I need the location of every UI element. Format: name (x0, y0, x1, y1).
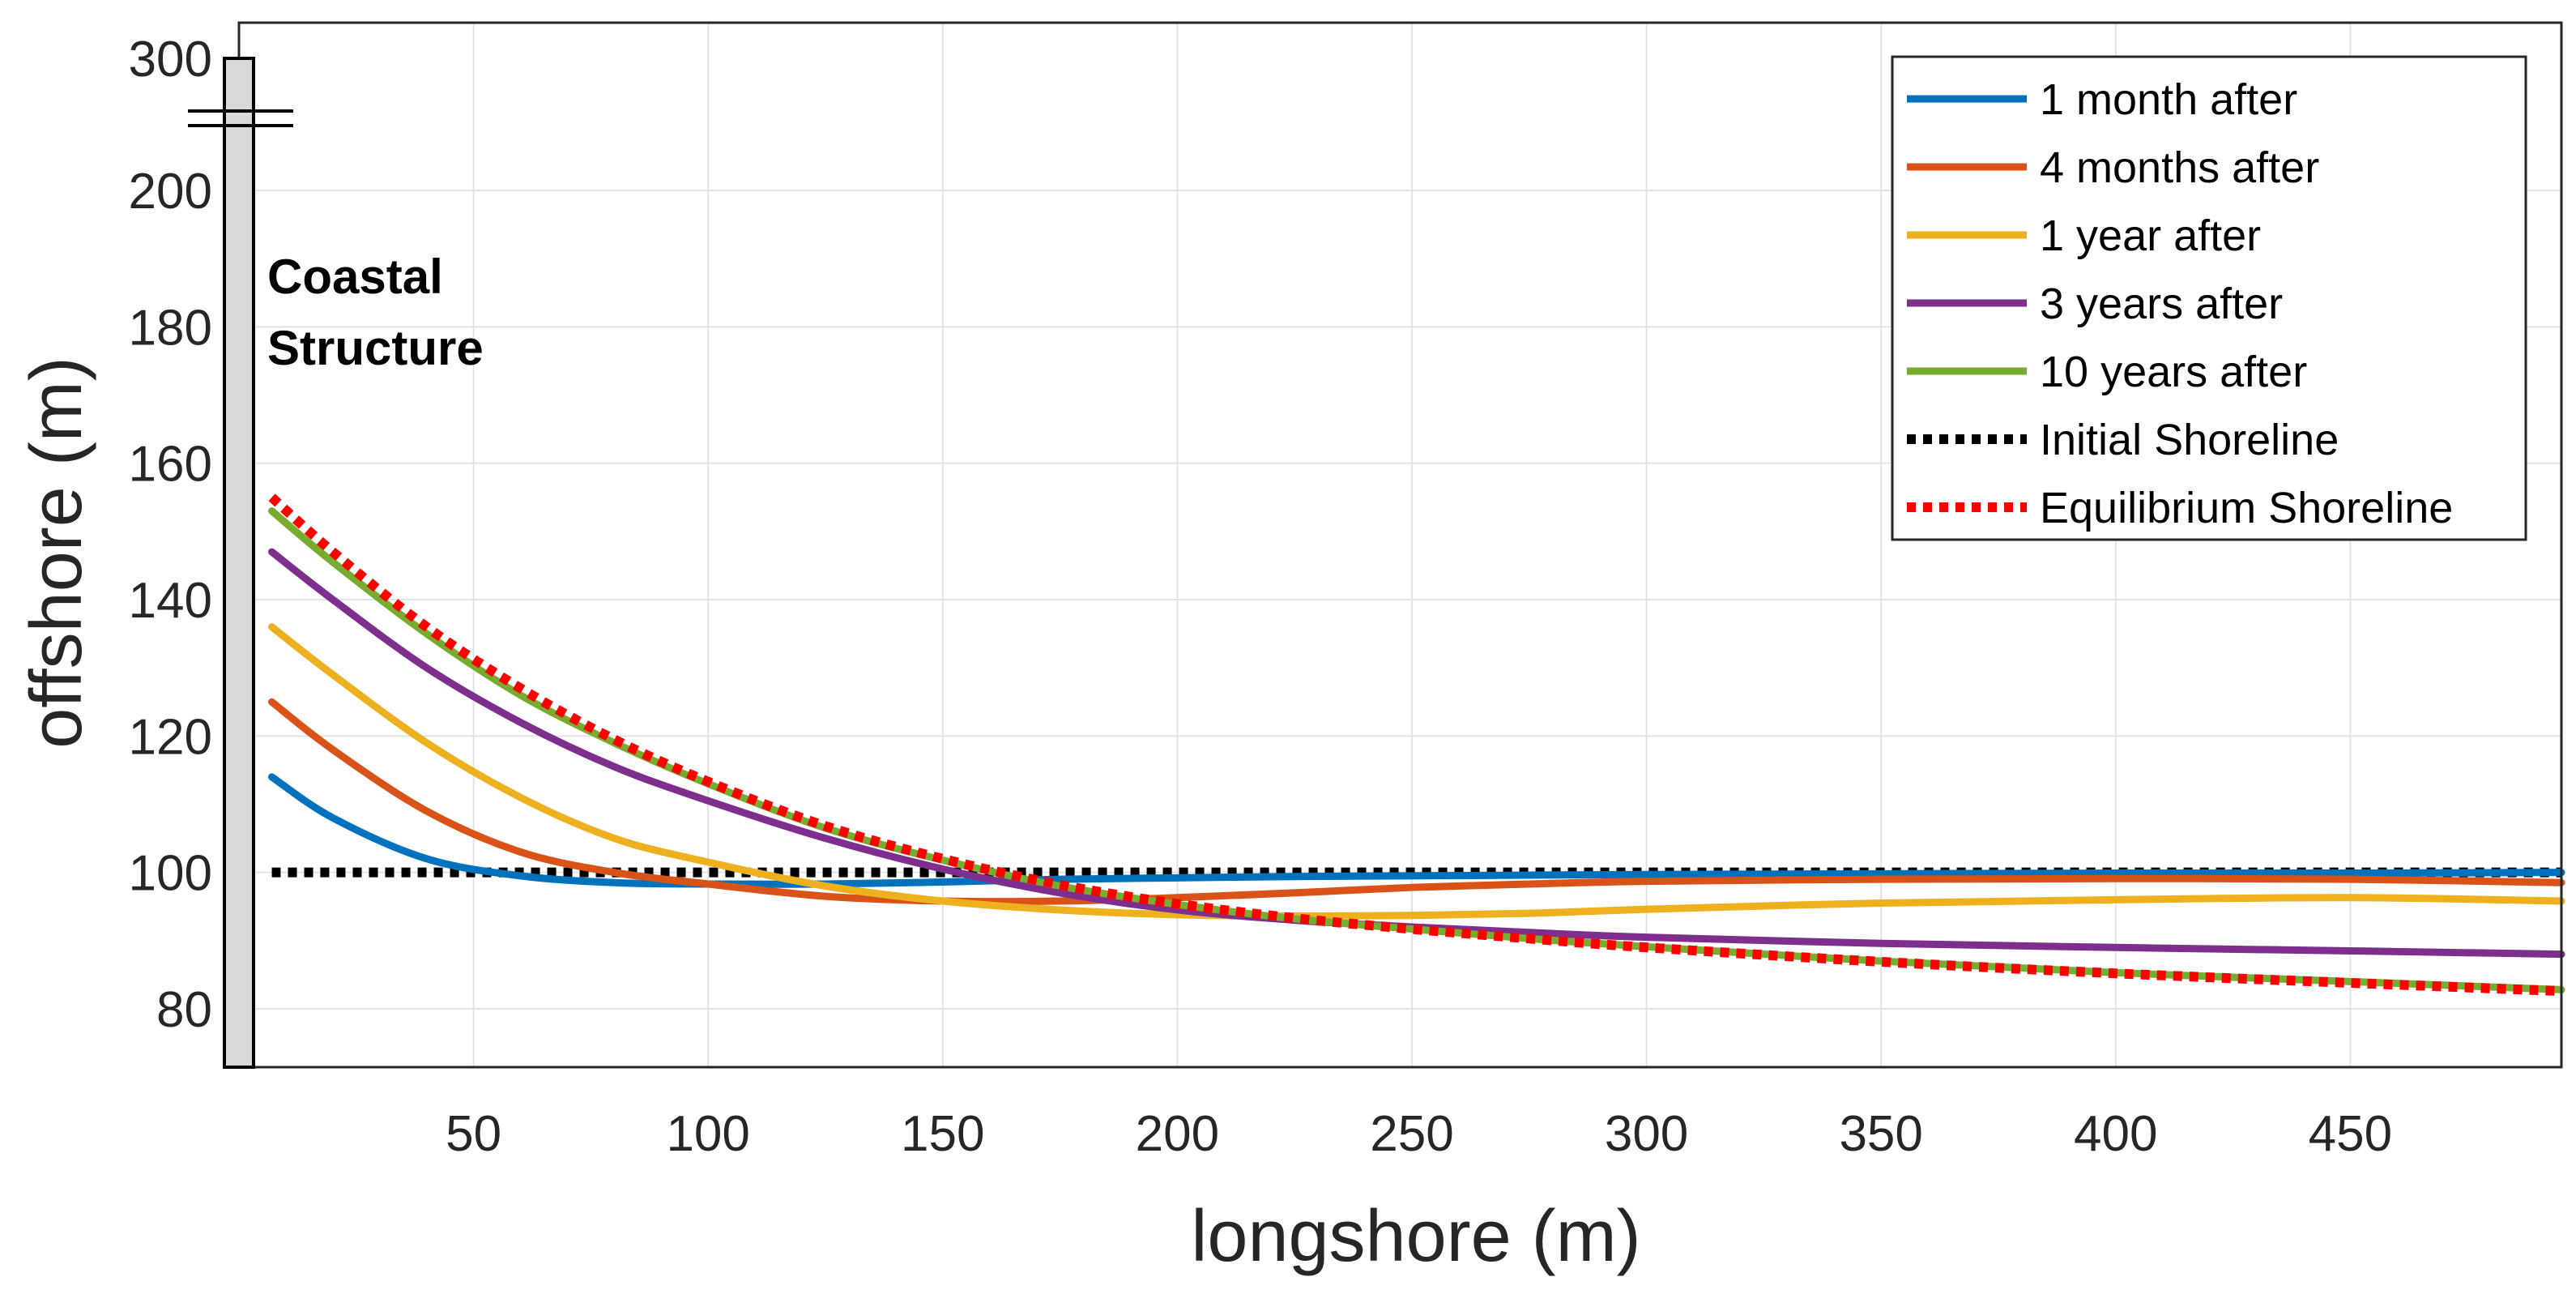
y-tick-label: 120 (129, 709, 212, 765)
series-line-equilibrium-shoreline (268, 493, 2562, 997)
x-tick-label: 300 (1605, 1106, 1688, 1162)
x-tick-label: 400 (2074, 1106, 2157, 1162)
x-tick-label: 100 (666, 1106, 749, 1162)
y-tick-label: 140 (129, 573, 212, 629)
legend-label: 1 year after (2040, 211, 2261, 260)
x-tick-label: 150 (901, 1106, 984, 1162)
legend-label: Equilibrium Shoreline (2040, 484, 2453, 532)
series-line-10-years-after (268, 507, 2565, 993)
legend-box (1891, 55, 2527, 541)
legend-items: 1 month after 4 months after 1 year after 3… (1907, 75, 2453, 532)
x-tick-labels: 50 100 150 200 250 300 350 400 450 (446, 1106, 2392, 1162)
structure-label-line-2: Structure (267, 321, 484, 375)
coastal-structure: Coastal Structure (188, 57, 484, 1069)
x-tick-label: 200 (1136, 1106, 1219, 1162)
y-tick-label: 300 (129, 32, 212, 88)
series-line-3-years-after (268, 548, 2565, 959)
legend-label: 10 years after (2040, 348, 2307, 396)
y-axis-title: offshore (m) (16, 357, 97, 749)
legend: 1 month after 4 months after 1 year after 3… (1891, 55, 2527, 541)
structure-bar (223, 57, 255, 1069)
y-tick-label: 200 (129, 164, 212, 220)
series-line-4-months-after (268, 698, 2565, 906)
y-tick-label: 100 (129, 846, 212, 902)
legend-label: 3 years after (2040, 280, 2283, 328)
x-tick-label: 50 (446, 1106, 501, 1162)
y-tick-label: 80 (156, 982, 212, 1038)
legend-label: 4 months after (2040, 143, 2319, 192)
legend-label: 1 month after (2040, 75, 2297, 124)
x-tick-label: 250 (1370, 1106, 1453, 1162)
series-line-1-month-after (268, 773, 2565, 888)
x-tick-label: 350 (1839, 1106, 1922, 1162)
x-tick-label: 450 (2309, 1106, 2392, 1162)
y-tick-label: 180 (129, 300, 212, 356)
series-lines (268, 493, 2565, 997)
legend-label: Initial Shoreline (2040, 416, 2339, 464)
x-axis-title: longshore (m) (1191, 1196, 1640, 1277)
y-tick-label: 160 (129, 437, 212, 493)
structure-label-line-1: Coastal (267, 250, 443, 304)
y-tick-labels: 80 100 120 140 160 180 200 300 (129, 32, 212, 1038)
